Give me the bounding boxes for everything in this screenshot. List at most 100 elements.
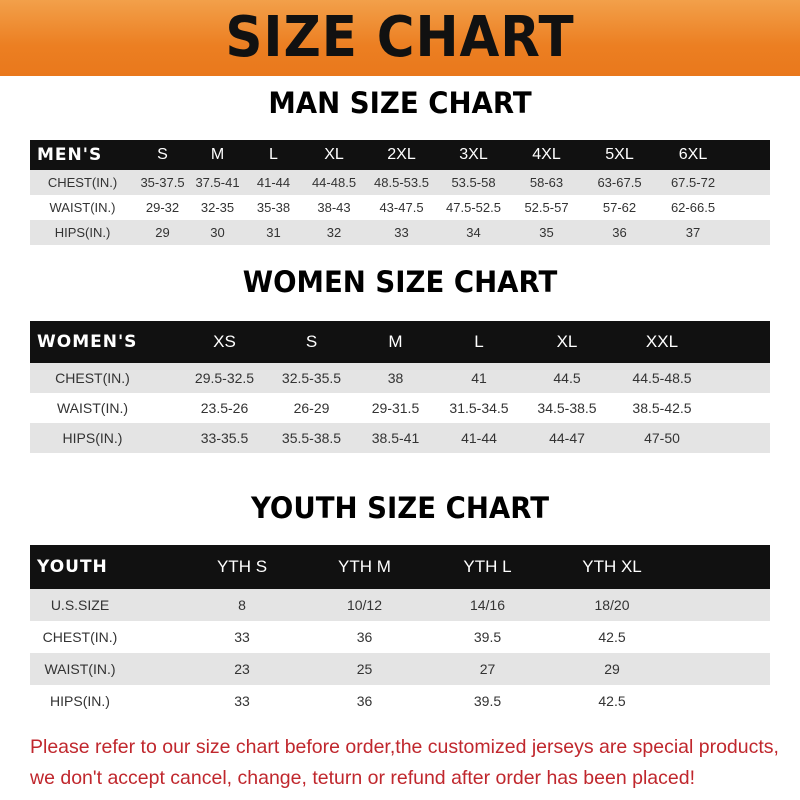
measurement-cell: 47-50 xyxy=(644,430,680,446)
size-header: S xyxy=(305,332,318,351)
measurement-cell: 44.5 xyxy=(553,370,581,386)
size-header: YTH M xyxy=(338,557,391,576)
measurement-cell: 23 xyxy=(234,661,250,677)
measurement-cell: 36 xyxy=(612,225,627,240)
measurement-cell: 38.5-41 xyxy=(371,430,420,446)
size-header: M xyxy=(388,332,403,351)
measurement-cell: 41 xyxy=(471,370,487,386)
youth-size-table: YOUTH YTH S YTH M YTH L YTH XL U.S.SIZE 8 10/12… xyxy=(30,545,770,717)
row-label: U.S.SIZE xyxy=(50,597,110,613)
measurement-cell: 35-37.5 xyxy=(140,175,185,190)
measurement-cell: 31 xyxy=(266,225,281,240)
row-label: HIPS(IN.) xyxy=(50,693,110,709)
measurement-cell: 41-44 xyxy=(256,175,291,190)
measurement-cell: 43-47.5 xyxy=(379,200,424,215)
measurement-cell: 44.5-48.5 xyxy=(632,370,692,386)
measurement-cell: 23.5-26 xyxy=(200,400,249,416)
row-label: CHEST(IN.) xyxy=(42,629,118,645)
header-row: YOUTH YTH S YTH M YTH L YTH XL xyxy=(30,545,770,589)
measurement-cell: 38.5-42.5 xyxy=(632,400,692,416)
measurement-cell: 29 xyxy=(604,661,620,677)
size-header: XL xyxy=(556,332,578,351)
table-row: CHEST(IN.) 29.5-32.5 32.5-35.5 38 41 44.5 44.5… xyxy=(30,363,770,393)
size-header: S xyxy=(157,146,168,163)
measurement-cell: 34.5-38.5 xyxy=(537,400,597,416)
size-header: XL xyxy=(324,146,344,163)
women-size-table: WOMEN'S XS S M L XL XXL CHEST(IN.) 29.5-32.5 32.5… xyxy=(30,321,770,453)
measurement-cell: 10/12 xyxy=(346,597,383,613)
table-row: CHEST(IN.) 35-37.5 37.5-41 41-44 44-48.5 48.5… xyxy=(30,170,770,195)
measurement-cell: 39.5 xyxy=(473,693,502,709)
row-label: CHEST(IN.) xyxy=(55,370,130,386)
table-row: HIPS(IN.) 33 36 39.5 42.5 xyxy=(30,685,770,717)
measurement-cell: 38 xyxy=(387,370,404,386)
measurement-cell: 14/16 xyxy=(469,597,506,613)
table-name: YOUTH xyxy=(37,557,108,577)
measurement-cell: 33 xyxy=(234,693,250,709)
row-label: WAIST(IN.) xyxy=(49,200,116,215)
size-header: XS xyxy=(213,332,236,351)
measurement-cell: 42.5 xyxy=(598,629,626,645)
measurement-cell: 38-43 xyxy=(317,200,351,215)
title-banner: SIZE CHART xyxy=(0,0,800,76)
header-row: WOMEN'S XS S M L XL XXL xyxy=(30,321,770,363)
size-header: 2XL xyxy=(387,146,416,163)
size-header: XXL xyxy=(645,332,679,351)
men-size-table: MEN'S S M L XL 2XL 3XL 4XL 5XL 6XL CHEST(IN.) 35-37… xyxy=(30,140,770,245)
measurement-cell: 53.5-58 xyxy=(451,175,496,190)
measurement-cell: 52.5-57 xyxy=(524,200,569,215)
measurement-cell: 37.5-41 xyxy=(195,175,240,190)
size-header: 4XL xyxy=(532,146,561,163)
measurement-cell: 33 xyxy=(394,225,409,240)
size-header: YTH XL xyxy=(582,557,642,576)
measurement-cell: 35 xyxy=(539,225,554,240)
measurement-cell: 48.5-53.5 xyxy=(374,175,429,190)
size-header: M xyxy=(210,146,225,163)
measurement-cell: 29 xyxy=(155,225,170,240)
measurement-cell: 41-44 xyxy=(461,430,497,446)
measurement-cell: 29-31.5 xyxy=(371,400,420,416)
size-header: L xyxy=(474,332,484,351)
table-name: MEN'S xyxy=(37,145,103,165)
measurement-cell: 25 xyxy=(356,661,373,677)
table-row: CHEST(IN.) 33 36 39.5 42.5 xyxy=(30,621,770,653)
measurement-cell: 47.5-52.5 xyxy=(446,200,501,215)
size-header: YTH L xyxy=(463,557,512,576)
measurement-cell: 32.5-35.5 xyxy=(281,370,342,386)
notice-line-1: Please refer to our size chart before or… xyxy=(30,736,779,758)
measurement-cell: 31.5-34.5 xyxy=(449,400,509,416)
measurement-cell: 63-67.5 xyxy=(597,175,642,190)
table-row: WAIST(IN.) 29-32 32-35 35-38 38-43 43-47.5 47.… xyxy=(30,195,770,220)
measurement-cell: 29-32 xyxy=(145,200,180,215)
measurement-cell: 36 xyxy=(356,629,373,645)
measurement-cell: 18/20 xyxy=(594,597,630,613)
measurement-cell: 36 xyxy=(356,693,373,709)
measurement-cell: 57-62 xyxy=(602,200,637,215)
size-header: YTH S xyxy=(216,557,268,576)
order-notice: Please refer to our size chart before or… xyxy=(30,732,790,794)
measurement-cell: 62-66.5 xyxy=(670,200,716,215)
measurement-cell: 26-29 xyxy=(293,400,330,416)
size-header: 3XL xyxy=(459,146,488,163)
measurement-cell: 44-48.5 xyxy=(311,175,357,190)
row-label: HIPS(IN.) xyxy=(54,225,111,240)
page-title: SIZE CHART xyxy=(225,5,575,70)
measurement-cell: 33-35.5 xyxy=(200,430,249,446)
row-label: WAIST(IN.) xyxy=(44,661,116,677)
measurement-cell: 58-63 xyxy=(529,175,564,190)
row-label: WAIST(IN.) xyxy=(56,400,129,416)
header-row: MEN'S S M L XL 2XL 3XL 4XL 5XL 6XL xyxy=(30,140,770,170)
measurement-cell: 67.5-72 xyxy=(670,175,716,190)
measurement-cell: 35.5-38.5 xyxy=(281,430,342,446)
measurement-cell: 37 xyxy=(685,225,701,240)
table-row: WAIST(IN.) 23 25 27 29 xyxy=(30,653,770,685)
measurement-cell: 35-38 xyxy=(256,200,291,215)
size-header: L xyxy=(269,146,278,163)
women-section-title: WOMEN SIZE CHART xyxy=(242,265,558,299)
table-row: HIPS(IN.) 29 30 31 32 33 34 35 36 37 xyxy=(30,220,770,245)
measurement-cell: 33 xyxy=(234,629,250,645)
size-header: 6XL xyxy=(678,146,708,163)
table-name: WOMEN'S xyxy=(37,332,138,352)
measurement-cell: 34 xyxy=(466,225,481,240)
row-label: CHEST(IN.) xyxy=(47,175,118,190)
